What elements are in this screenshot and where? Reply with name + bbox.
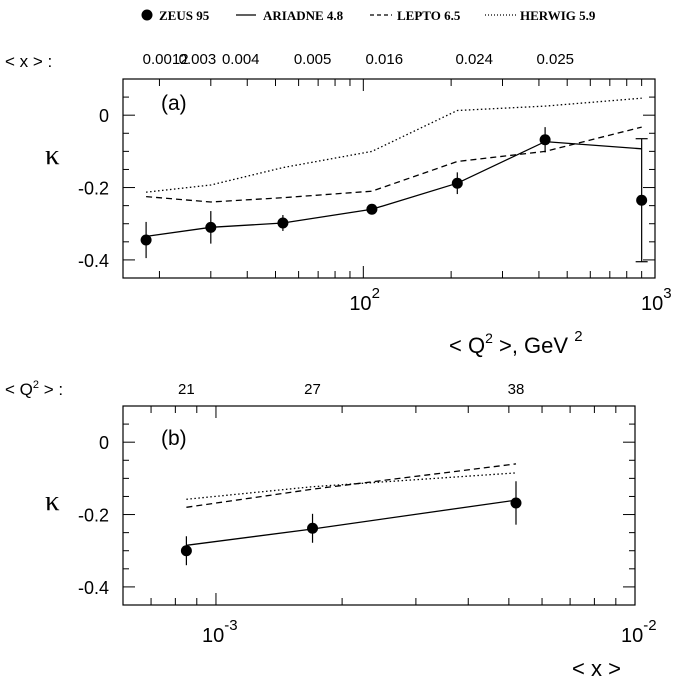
legend-label-herwig: HERWIG 5.9	[520, 8, 596, 23]
top-axis-label: 0.024	[455, 51, 493, 68]
legend-marker-icon	[141, 9, 153, 21]
panel-b-series	[180, 463, 522, 566]
x-tick-label: 103	[641, 285, 672, 315]
panel-a-ylabel: κ	[45, 139, 60, 171]
top-axis-label: 0.004	[222, 51, 260, 68]
panel-b-xtick-labels: 10-3 10-2	[202, 617, 657, 647]
panel-b-plot-frame	[122, 405, 636, 606]
top-axis-label: 27	[304, 381, 321, 398]
x-tick-label: 10-3	[202, 617, 238, 647]
series-line-dashed	[146, 126, 642, 203]
panel-a-top-axis-label: < x > :	[5, 52, 52, 71]
legend: ZEUS 95 ARIADNE 4.8 LEPTO 6.5 HERWIG 5.9	[141, 8, 596, 23]
series-line-dashed	[186, 463, 517, 508]
legend-label-lepto: LEPTO 6.5	[397, 8, 461, 23]
top-axis-label: 21	[178, 381, 195, 398]
legend-label-ariadne: ARIADNE 4.8	[263, 8, 344, 23]
x-tick-label: 102	[349, 285, 380, 315]
data-point	[636, 194, 648, 206]
legend-label-zeus: ZEUS 95	[159, 8, 210, 23]
panel-b-ylabel: κ	[45, 485, 60, 517]
panel-a-ytick-labels: 0 -0.2 -0.4	[78, 106, 109, 271]
data-point	[510, 497, 522, 509]
top-axis-label: 0.016	[366, 51, 404, 68]
y-tick-label: -0.2	[78, 506, 109, 526]
y-tick-label: -0.4	[78, 578, 109, 598]
top-axis-label: 0.003	[179, 51, 217, 68]
panel-a-series	[140, 97, 648, 263]
panel-a-xlabel: < Q2 >, GeV 2	[449, 328, 583, 358]
panel-b-xlabel: < x >	[572, 656, 621, 681]
panel-b-top-axis-label: < Q2 > :	[5, 379, 63, 399]
panel-a-label: (a)	[161, 92, 187, 115]
top-axis-label: 0.025	[536, 51, 574, 68]
y-tick-label: 0	[99, 106, 109, 126]
series-line-dotted	[146, 97, 642, 193]
top-axis-label: 38	[508, 381, 525, 398]
top-axis-label: 0.0012	[143, 51, 189, 68]
panel-a-plot-frame	[122, 78, 656, 279]
panel-a-xtick-labels: 102 103	[349, 285, 671, 315]
series-line-solid	[146, 140, 642, 238]
y-tick-label: -0.2	[78, 179, 109, 199]
data-point	[140, 234, 152, 246]
panel-b-label: (b)	[161, 427, 187, 450]
panel-b: < Q2 > : 21 27 38 (b) κ 0 -0.2 -0.4 10-3 10-2…	[5, 379, 657, 681]
x-tick-label: 10-2	[621, 617, 657, 647]
panel-a-ticks	[123, 78, 656, 279]
data-point	[307, 522, 319, 534]
panel-b-top-axis-labels: 21 27 38	[178, 381, 524, 398]
top-axis-label: 0.005	[294, 51, 332, 68]
y-tick-label: -0.4	[78, 251, 109, 271]
panel-b-ytick-labels: 0 -0.2 -0.4	[78, 433, 109, 598]
series-line-dotted	[186, 472, 517, 500]
series-line-solid	[186, 499, 517, 546]
y-tick-label: 0	[99, 433, 109, 453]
data-point	[180, 545, 192, 557]
